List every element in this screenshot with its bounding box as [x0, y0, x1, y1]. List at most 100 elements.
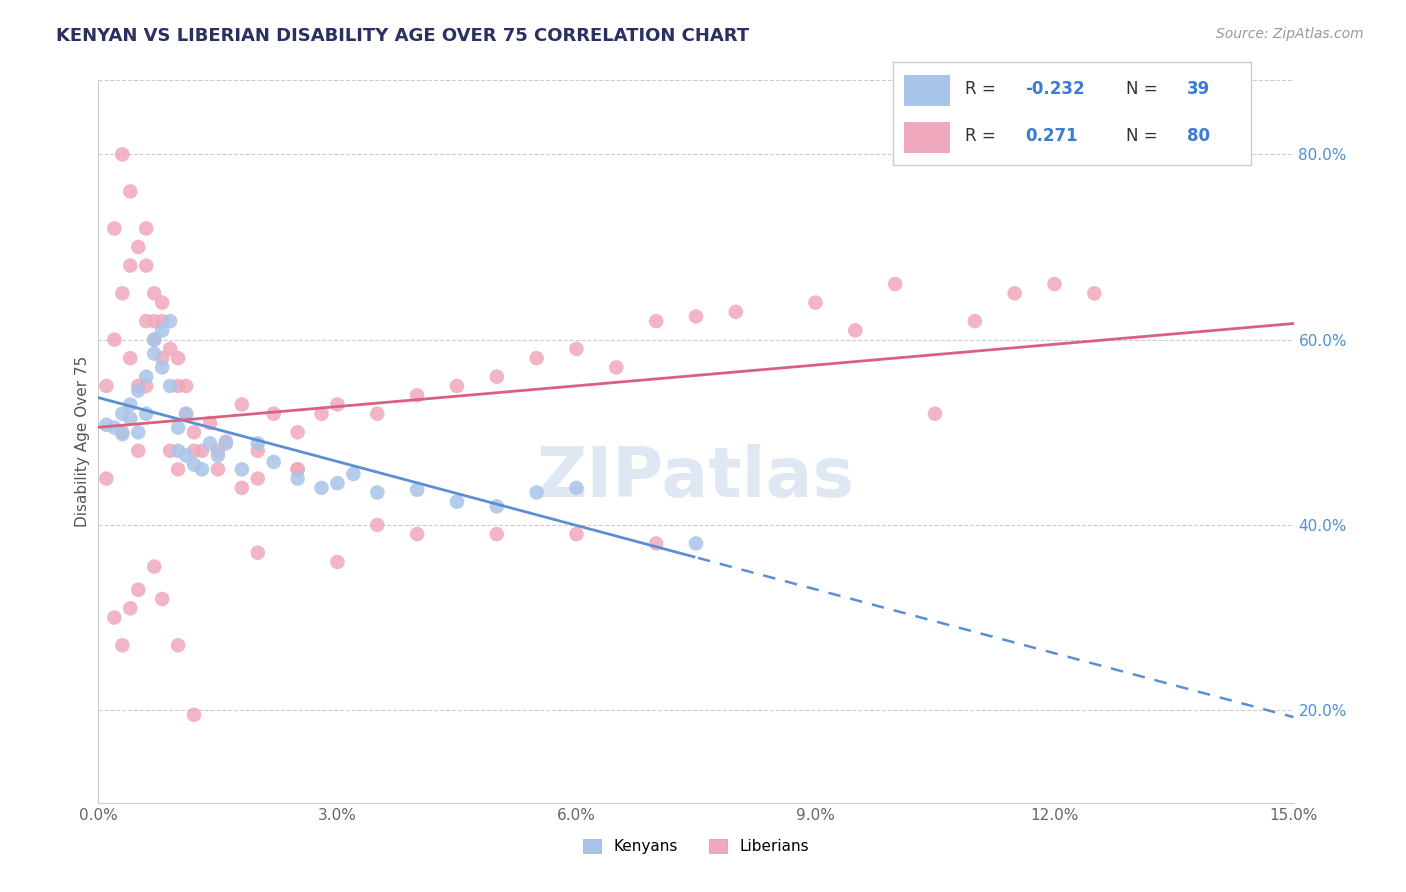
Point [150, 592, 173, 607]
Point [485, 369, 508, 384]
Point [127, 425, 149, 440]
Point [311, 407, 333, 421]
Point [135, 379, 157, 393]
Point [143, 333, 166, 347]
Point [287, 425, 309, 440]
FancyBboxPatch shape [893, 62, 1251, 165]
Point [645, 536, 668, 550]
Point [246, 546, 269, 560]
Y-axis label: Disability Age Over 75: Disability Age Over 75 [75, 356, 90, 527]
Point [103, 420, 125, 434]
Point [406, 388, 429, 402]
Point [127, 443, 149, 458]
Point [127, 384, 149, 398]
Point [127, 379, 149, 393]
Point [287, 472, 309, 486]
Point [446, 494, 468, 508]
Point [120, 397, 142, 411]
Point [207, 462, 229, 476]
Text: ZIPatlas: ZIPatlas [537, 444, 855, 511]
Point [884, 277, 907, 291]
Point [342, 467, 364, 481]
Point [150, 314, 173, 328]
Point [103, 610, 125, 624]
Point [565, 342, 588, 356]
Point [844, 323, 866, 337]
Point [120, 411, 142, 425]
Point [150, 295, 173, 310]
Point [111, 427, 134, 442]
Point [143, 333, 166, 347]
Point [183, 458, 205, 472]
Point [143, 346, 166, 360]
Point [103, 221, 125, 235]
Legend: Kenyans, Liberians: Kenyans, Liberians [576, 833, 815, 860]
Text: R =: R = [965, 128, 1001, 145]
Bar [904, 122, 950, 153]
Point [215, 434, 238, 449]
Point [526, 485, 548, 500]
Text: R =: R = [965, 80, 1001, 98]
Point [143, 286, 166, 301]
Point [127, 582, 149, 597]
Point [135, 221, 157, 235]
Point [120, 259, 142, 273]
Text: -0.232: -0.232 [1025, 80, 1085, 98]
Point [287, 462, 309, 476]
Point [127, 240, 149, 254]
Text: 0.271: 0.271 [1025, 128, 1078, 145]
Point [565, 481, 588, 495]
Point [246, 472, 269, 486]
Point [167, 462, 190, 476]
Point [120, 351, 142, 366]
Point [183, 425, 205, 440]
Point [485, 527, 508, 541]
Point [526, 351, 548, 366]
Point [246, 443, 269, 458]
Point [207, 449, 229, 463]
Point [366, 485, 388, 500]
Point [96, 379, 118, 393]
Point [191, 462, 214, 476]
Point [924, 407, 946, 421]
Point [246, 436, 269, 450]
Point [167, 379, 190, 393]
Point [406, 483, 429, 497]
Point [174, 407, 197, 421]
Point [191, 443, 214, 458]
Point [326, 476, 349, 491]
Point [159, 379, 181, 393]
Point [183, 707, 205, 722]
Point [645, 314, 668, 328]
Point [326, 397, 349, 411]
Point [326, 555, 349, 569]
Point [111, 286, 134, 301]
Point [167, 638, 190, 652]
Text: N =: N = [1126, 80, 1163, 98]
Point [159, 443, 181, 458]
Point [685, 310, 707, 324]
Point [207, 443, 229, 458]
Point [111, 638, 134, 652]
Point [215, 436, 238, 450]
Point [150, 323, 173, 337]
Point [406, 527, 429, 541]
Point [150, 351, 173, 366]
Point [804, 295, 827, 310]
Point [111, 147, 134, 161]
Point [150, 360, 173, 375]
Point [366, 407, 388, 421]
Point [198, 436, 221, 450]
Point [183, 443, 205, 458]
Point [287, 462, 309, 476]
Point [143, 314, 166, 328]
Point [198, 416, 221, 430]
Point [103, 333, 125, 347]
Point [159, 314, 181, 328]
Point [96, 417, 118, 432]
Point [111, 407, 134, 421]
Point [231, 462, 253, 476]
Point [231, 397, 253, 411]
Point [111, 425, 134, 440]
Point [963, 314, 986, 328]
